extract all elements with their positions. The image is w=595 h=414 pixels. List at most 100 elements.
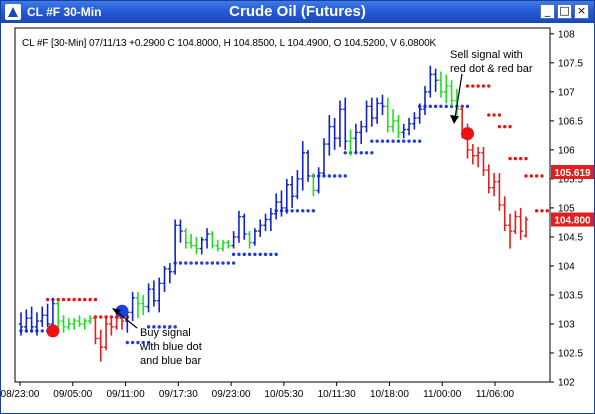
stop-dot-7-55 bbox=[311, 209, 316, 213]
y-tick-label-0: 102 bbox=[558, 378, 575, 389]
ohlc-bar-4 bbox=[40, 306, 45, 327]
sell-arrow-line bbox=[454, 73, 463, 119]
ohlc-bar-7 bbox=[56, 300, 61, 330]
close-button[interactable]: × bbox=[574, 4, 589, 19]
ohlc-bar-24 bbox=[146, 283, 151, 313]
stop-dot-12-88 bbox=[487, 84, 491, 88]
stop-dot-9-65 bbox=[364, 151, 369, 155]
ohlc-bar-36 bbox=[210, 231, 215, 249]
stop-dot-12-85 bbox=[471, 84, 475, 88]
ohlc-bar-58 bbox=[327, 115, 332, 156]
stop-dot-10-75 bbox=[417, 139, 422, 143]
ohlc-bar-69 bbox=[385, 97, 390, 133]
stop-dot-6-40 bbox=[231, 252, 236, 257]
ohlc-bar-33 bbox=[194, 236, 199, 255]
ohlc-bar-16 bbox=[103, 318, 109, 351]
ohlc-bar-26 bbox=[157, 277, 162, 313]
y-tick-label-12: 108 bbox=[558, 29, 575, 40]
ohlc-bar-74 bbox=[412, 112, 417, 130]
buy-annotation: Buy signal with blue dot and blue bar bbox=[112, 308, 202, 367]
stop-dot-5-40 bbox=[231, 261, 236, 265]
stop-dot-10-73 bbox=[407, 139, 411, 143]
stop-dot-8-60 bbox=[338, 174, 342, 178]
ohlc-bar-45 bbox=[258, 219, 263, 237]
stop-dot-14-92 bbox=[508, 124, 512, 129]
stop-dot-5-30 bbox=[178, 261, 183, 265]
price-tag-label-1: 104.800 bbox=[554, 215, 591, 226]
ohlc-bar-27 bbox=[162, 265, 167, 293]
x-axis: 08/23:00 09/05:00 09/11:00 09/17:30 09/23:00… bbox=[1, 382, 515, 400]
stop-dot-4-28 bbox=[168, 325, 172, 329]
stop-dot-12-86 bbox=[476, 84, 480, 88]
ohlc-bar-48 bbox=[273, 193, 279, 220]
ohlc-bar-82 bbox=[454, 88, 460, 116]
ohlc-bar-63 bbox=[353, 123, 359, 153]
price-tag-bg-1 bbox=[551, 212, 594, 227]
trailing-stop-dots bbox=[19, 84, 549, 345]
stop-dot-5-32 bbox=[189, 261, 193, 265]
ohlc-bar-91 bbox=[502, 196, 507, 232]
stop-dot-0-4 bbox=[40, 329, 44, 333]
ohlc-bar-62 bbox=[348, 129, 353, 156]
sell-arrow-head bbox=[450, 115, 459, 124]
x-tick-label-5: 10/05:30 bbox=[264, 389, 303, 400]
window-title: Crude Oil (Futures) bbox=[229, 3, 366, 20]
x-tick-label-4: 09/23:00 bbox=[212, 389, 251, 400]
y-tick-label-1: 102.5 bbox=[558, 348, 583, 359]
ohlc-bar-28 bbox=[167, 263, 173, 284]
ohlc-info-bar: CL #F [30-Min] 07/11/13 +0.2900 C 104.80… bbox=[22, 38, 437, 49]
ohlc-bar-39 bbox=[226, 239, 231, 249]
ohlc-bar-66 bbox=[369, 97, 375, 127]
symbol-label: CL #F 30-Min bbox=[27, 5, 102, 19]
stop-dot-6-48 bbox=[274, 252, 278, 257]
ohlc-bar-77 bbox=[428, 65, 433, 98]
title-bar[interactable]: CL #F 30-Min Crude Oil (Futures) _ □ × bbox=[1, 1, 594, 23]
y-tick-label-5: 104.5 bbox=[558, 232, 583, 243]
ohlc-bar-93 bbox=[513, 210, 518, 235]
stop-dot-12-84 bbox=[465, 84, 470, 88]
ohlc-bar-56 bbox=[316, 167, 321, 194]
sell-signal-dot-2 bbox=[461, 127, 475, 141]
stop-dot-3-21 bbox=[130, 340, 135, 345]
ohlc-bar-89 bbox=[491, 173, 497, 197]
ohlc-bar-50 bbox=[284, 178, 289, 214]
ohlc-bar-72 bbox=[401, 123, 406, 139]
y-tick-label-8: 106 bbox=[558, 145, 575, 156]
ohlc-bar-95 bbox=[523, 216, 529, 238]
stop-dot-17-97 bbox=[534, 209, 539, 213]
ohlc-bar-52 bbox=[295, 170, 300, 200]
ohlc-bar-78 bbox=[433, 68, 438, 92]
stop-dot-3-20 bbox=[125, 340, 130, 345]
stop-dot-7-54 bbox=[306, 209, 310, 213]
y-tick-label-4: 104 bbox=[558, 261, 575, 272]
x-tick-label-2: 09/11:00 bbox=[106, 389, 145, 400]
signal-dots bbox=[46, 127, 475, 338]
stop-dot-16-95 bbox=[524, 174, 528, 178]
y-tick-label-6: 105 bbox=[558, 203, 575, 214]
ohlc-bar-57 bbox=[321, 138, 327, 176]
stop-dot-7-53 bbox=[301, 209, 305, 213]
app-icon bbox=[5, 4, 21, 20]
stop-dot-8-58 bbox=[327, 174, 332, 178]
stop-dot-17-98 bbox=[540, 209, 544, 213]
y-tick-label-10: 107 bbox=[558, 87, 575, 98]
ohlc-bar-22 bbox=[135, 292, 141, 319]
stop-dot-13-89 bbox=[492, 113, 496, 117]
maximize-button[interactable]: □ bbox=[557, 4, 572, 19]
stop-dot-2-17 bbox=[109, 315, 114, 319]
price-bars bbox=[18, 65, 529, 362]
stop-dot-6-42 bbox=[242, 252, 246, 257]
ohlc-bar-25 bbox=[151, 280, 157, 307]
ohlc-bar-76 bbox=[422, 86, 428, 116]
ohlc-bar-41 bbox=[236, 210, 242, 243]
ohlc-bar-15 bbox=[98, 329, 103, 362]
stop-dot-9-66 bbox=[370, 151, 374, 155]
ohlc-bar-86 bbox=[475, 146, 481, 168]
sell-annotation-line-2: red dot & red bar bbox=[450, 63, 533, 75]
ohlc-bar-13 bbox=[87, 315, 93, 324]
stop-dot-4-27 bbox=[162, 325, 167, 329]
y-tick-label-3: 103.5 bbox=[558, 290, 583, 301]
ohlc-bar-47 bbox=[268, 207, 274, 232]
minimize-button[interactable]: _ bbox=[540, 4, 555, 19]
